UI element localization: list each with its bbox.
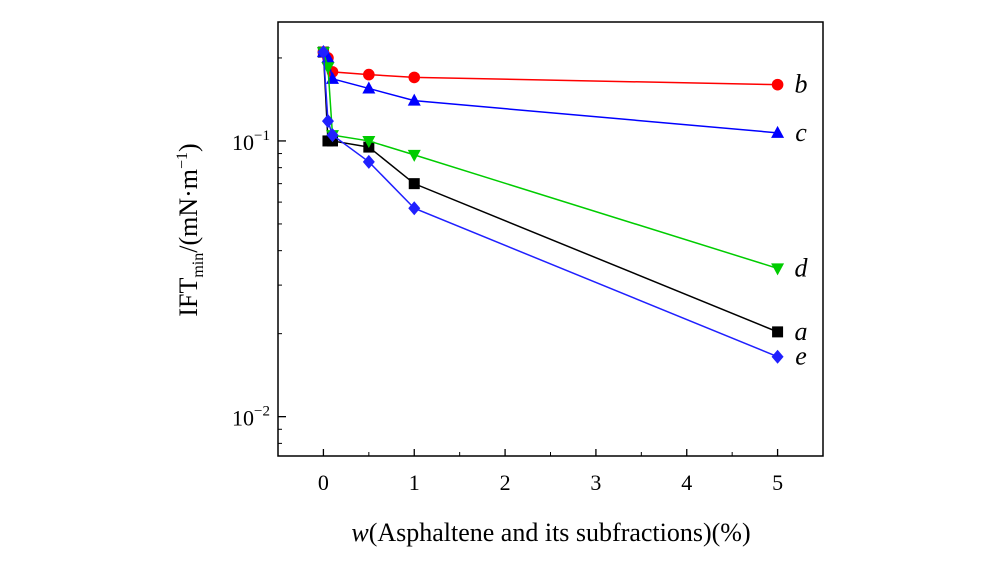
- series-c: c: [316, 45, 807, 147]
- data-point-triangle: [321, 50, 335, 63]
- data-point-diamond: [362, 154, 375, 169]
- data-point-diamond: [408, 201, 421, 216]
- data-point-circle: [363, 68, 375, 81]
- series-line-b: [322, 51, 778, 86]
- y-tick-label-base: 10: [232, 130, 254, 155]
- y-axis-title-subscript: min: [190, 253, 207, 278]
- data-point-diamond: [321, 114, 334, 129]
- data-point-circle: [771, 78, 784, 91]
- y-axis-title: IFTmin/(mN·m−1): [174, 143, 207, 316]
- x-tick-label: 5: [772, 470, 783, 495]
- x-tick-label: 1: [409, 470, 420, 495]
- data-point-triangle-down: [407, 149, 421, 162]
- data-point-circle: [408, 71, 421, 84]
- data-point-square: [408, 178, 420, 190]
- series-label-b: b: [795, 70, 808, 99]
- data-point-square: [772, 326, 784, 338]
- y-tick-label: 10−2: [232, 404, 270, 431]
- data-point-triangle-down: [362, 135, 376, 148]
- series-line-c: [322, 51, 778, 134]
- data-point-triangle-down: [771, 263, 785, 276]
- series-line-e: [322, 52, 778, 358]
- series-line-d: [322, 51, 778, 270]
- series-label-c: c: [795, 118, 807, 147]
- y-tick-label-exponent: −2: [254, 404, 270, 420]
- x-axis-title: w(Asphaltene and its subfractions)(%): [351, 518, 750, 547]
- series-label-d: d: [795, 253, 809, 282]
- data-point-triangle: [771, 125, 785, 138]
- y-tick-label-base: 10: [232, 406, 254, 431]
- data-point-diamond: [326, 128, 339, 143]
- y-tick-label: 10−1: [232, 128, 270, 155]
- x-tick-label: 2: [500, 470, 511, 495]
- series-label-a: a: [795, 317, 808, 346]
- series-b: b: [317, 46, 808, 99]
- data-point-triangle: [407, 93, 421, 106]
- y-tick-label-exponent: −1: [254, 128, 270, 144]
- series-e: e: [317, 45, 807, 371]
- series-layer: a bc d e: [316, 45, 809, 371]
- series-label-e: e: [795, 342, 807, 371]
- y-axis-title-unit: /(mN·m: [174, 169, 203, 253]
- data-point-diamond: [317, 45, 330, 60]
- x-tick-label: 3: [590, 470, 601, 495]
- x-tick-label: 4: [681, 470, 692, 495]
- data-point-triangle: [362, 81, 376, 94]
- x-axis-title-variable: w: [351, 518, 369, 547]
- x-tick-label: 0: [318, 470, 329, 495]
- y-axis-title-close: ): [174, 143, 203, 152]
- y-axis-title-main: IFT: [174, 278, 203, 317]
- series-a: a: [317, 46, 808, 346]
- tick-layer: 0 1 2 3 4 510−110−2: [232, 57, 783, 495]
- x-axis-title-rest: (Asphaltene and its subfractions)(%): [369, 518, 751, 547]
- y-axis-title-exponent: −1: [174, 152, 191, 169]
- data-point-diamond: [771, 349, 784, 364]
